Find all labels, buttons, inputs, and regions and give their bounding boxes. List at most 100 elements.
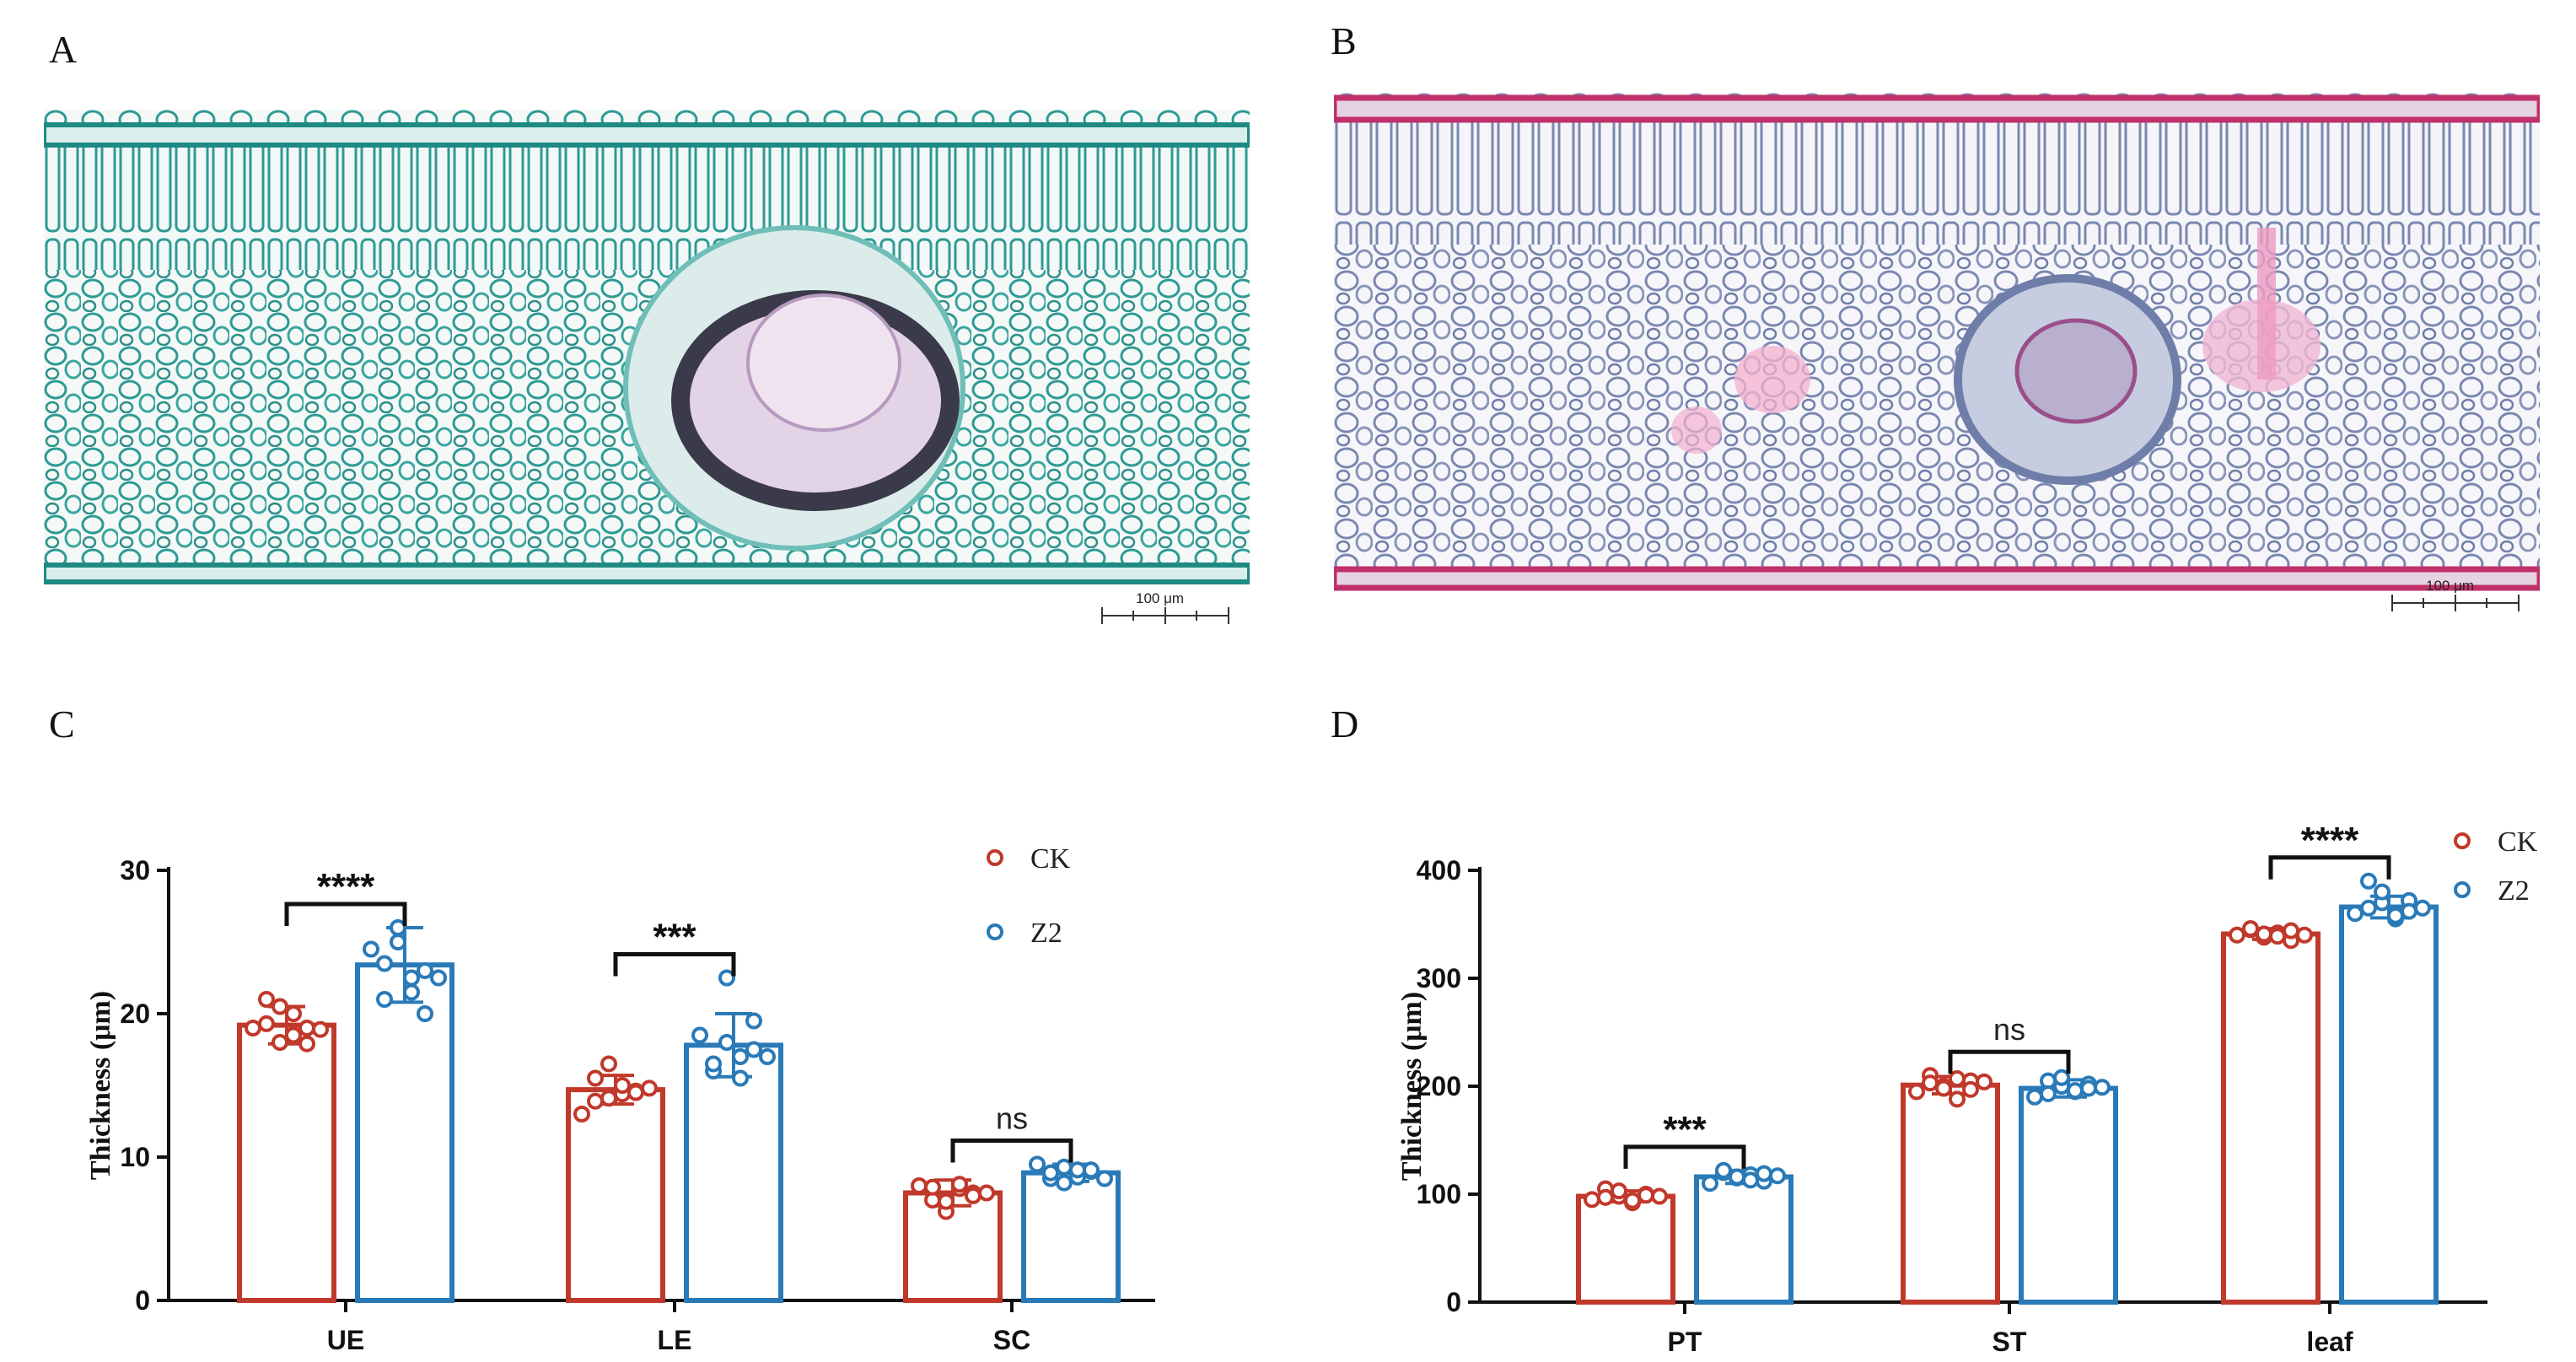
data-point-ck xyxy=(600,1090,617,1107)
x-tick-label: UE xyxy=(327,1325,364,1355)
data-point-z2 xyxy=(403,983,420,1001)
x-tick-label: leaf xyxy=(2306,1327,2353,1357)
y-tick-label: 20 xyxy=(120,999,150,1029)
chart-c: 0 10 20 30 Thickness (μm) UE **** LE *** SC ns CK Z2 xyxy=(85,843,1155,1355)
data-point-ck xyxy=(1638,1187,1654,1204)
data-point-ck xyxy=(965,1187,981,1204)
data-point-ck xyxy=(285,1005,302,1022)
y-tick-label: 10 xyxy=(120,1142,150,1172)
data-point-ck xyxy=(573,1106,590,1122)
micrograph-b: 100 μm xyxy=(1334,93,2540,611)
data-point-z2 xyxy=(1042,1164,1059,1182)
legend-label-z2: Z2 xyxy=(1030,918,1062,949)
data-point-ck xyxy=(978,1184,995,1202)
y-tick-label: 30 xyxy=(120,855,150,886)
data-point-ck xyxy=(1935,1079,1952,1097)
significance-bracket xyxy=(950,1139,1073,1163)
data-point-z2 xyxy=(2387,907,2404,924)
data-point-z2 xyxy=(1056,1174,1073,1192)
y-tick-label: 0 xyxy=(135,1285,150,1316)
data-point-z2 xyxy=(1029,1155,1046,1173)
data-point-ck xyxy=(245,1020,261,1036)
data-point-z2 xyxy=(2053,1069,2070,1086)
data-point-z2 xyxy=(705,1055,722,1073)
data-point-z2 xyxy=(718,1034,735,1051)
data-point-ck xyxy=(285,1026,302,1044)
bar-ck-ue xyxy=(237,1022,336,1303)
data-point-ck xyxy=(2296,926,2313,944)
legend-label-ck: CK xyxy=(1030,843,1071,875)
data-point-ck xyxy=(1949,1070,1966,1088)
data-point-z2 xyxy=(759,1048,776,1065)
legend-marker-ck xyxy=(987,849,1003,866)
data-point-z2 xyxy=(2080,1079,2097,1097)
data-point-z2 xyxy=(2094,1079,2111,1096)
y-tick-label: 300 xyxy=(1417,963,1461,993)
data-point-z2 xyxy=(2040,1085,2057,1102)
data-point-z2 xyxy=(2374,883,2390,901)
panel-letter-b: B xyxy=(1331,19,1357,62)
data-point-ck xyxy=(2256,925,2272,943)
data-point-z2 xyxy=(390,934,406,950)
significance-bracket xyxy=(1623,1144,1746,1169)
data-point-z2 xyxy=(732,1069,749,1087)
legend-marker-z2 xyxy=(987,923,1003,940)
panel-letter-a: A xyxy=(49,28,78,71)
data-point-ck xyxy=(1584,1191,1600,1209)
significance-label: ns xyxy=(1993,1012,2025,1047)
legend-label-z2: Z2 xyxy=(2498,875,2530,907)
data-point-ck xyxy=(1962,1080,1979,1098)
legend-label-ck: CK xyxy=(2498,826,2538,858)
data-point-z2 xyxy=(363,940,379,958)
data-point-z2 xyxy=(718,969,735,987)
panel-letter-d: D xyxy=(1331,703,1359,746)
data-point-ck xyxy=(298,1035,315,1052)
y-tick-label: 100 xyxy=(1417,1179,1461,1209)
significance-label: **** xyxy=(317,866,375,907)
y-tick-label: 200 xyxy=(1417,1071,1461,1101)
data-point-ck xyxy=(614,1077,631,1094)
data-point-z2 xyxy=(430,969,447,987)
chart-d: 0 100 200 300 400 Thickness (μm) PT *** ST ns leaf… xyxy=(1396,820,2538,1357)
x-tick-label: ST xyxy=(1993,1327,2027,1357)
data-point-z2 xyxy=(1702,1175,1718,1192)
scale-bar-a: 100 μm xyxy=(1101,590,1229,624)
data-point-z2 xyxy=(376,991,393,1008)
data-point-z2 xyxy=(376,955,393,972)
legend-marker-ck xyxy=(2454,832,2471,849)
data-point-z2 xyxy=(2360,899,2377,917)
bar-z2-pt xyxy=(1694,1174,1794,1305)
data-point-z2 xyxy=(1715,1161,1732,1179)
significance-bracket xyxy=(1948,1049,2071,1074)
data-point-ck xyxy=(2242,920,2259,938)
bar-z2-sc xyxy=(1021,1170,1121,1304)
scale-bar-b-label: 100 μm xyxy=(2426,578,2474,594)
data-point-z2 xyxy=(1769,1167,1786,1185)
data-point-z2 xyxy=(2401,902,2417,920)
y-axis-label: Thickness (μm) xyxy=(1396,992,1428,1181)
data-point-z2 xyxy=(732,1048,749,1065)
significance-label: *** xyxy=(1663,1109,1707,1150)
data-point-ck xyxy=(258,1015,275,1032)
data-point-z2 xyxy=(1069,1161,1086,1179)
data-point-ck xyxy=(1651,1187,1668,1205)
x-tick-label: SC xyxy=(993,1325,1030,1355)
data-point-z2 xyxy=(691,1026,708,1044)
significance-label: **** xyxy=(2301,820,2359,861)
data-point-ck xyxy=(1624,1192,1641,1209)
significance-bracket xyxy=(613,952,736,977)
data-point-ck xyxy=(272,998,288,1015)
data-point-ck xyxy=(1976,1073,1993,1090)
bar-z2-ue xyxy=(355,962,454,1303)
data-point-ck xyxy=(951,1176,968,1193)
data-point-ck xyxy=(938,1192,955,1210)
x-tick-label: PT xyxy=(1668,1327,1702,1357)
significance-label: *** xyxy=(653,917,696,958)
legend-marker-z2 xyxy=(2454,881,2471,898)
bar-z2-st xyxy=(2019,1085,2118,1305)
data-point-ck xyxy=(1908,1083,1925,1101)
data-point-z2 xyxy=(2360,872,2377,890)
data-point-z2 xyxy=(2414,899,2431,917)
x-tick-label: LE xyxy=(658,1325,692,1355)
data-point-z2 xyxy=(403,969,420,987)
